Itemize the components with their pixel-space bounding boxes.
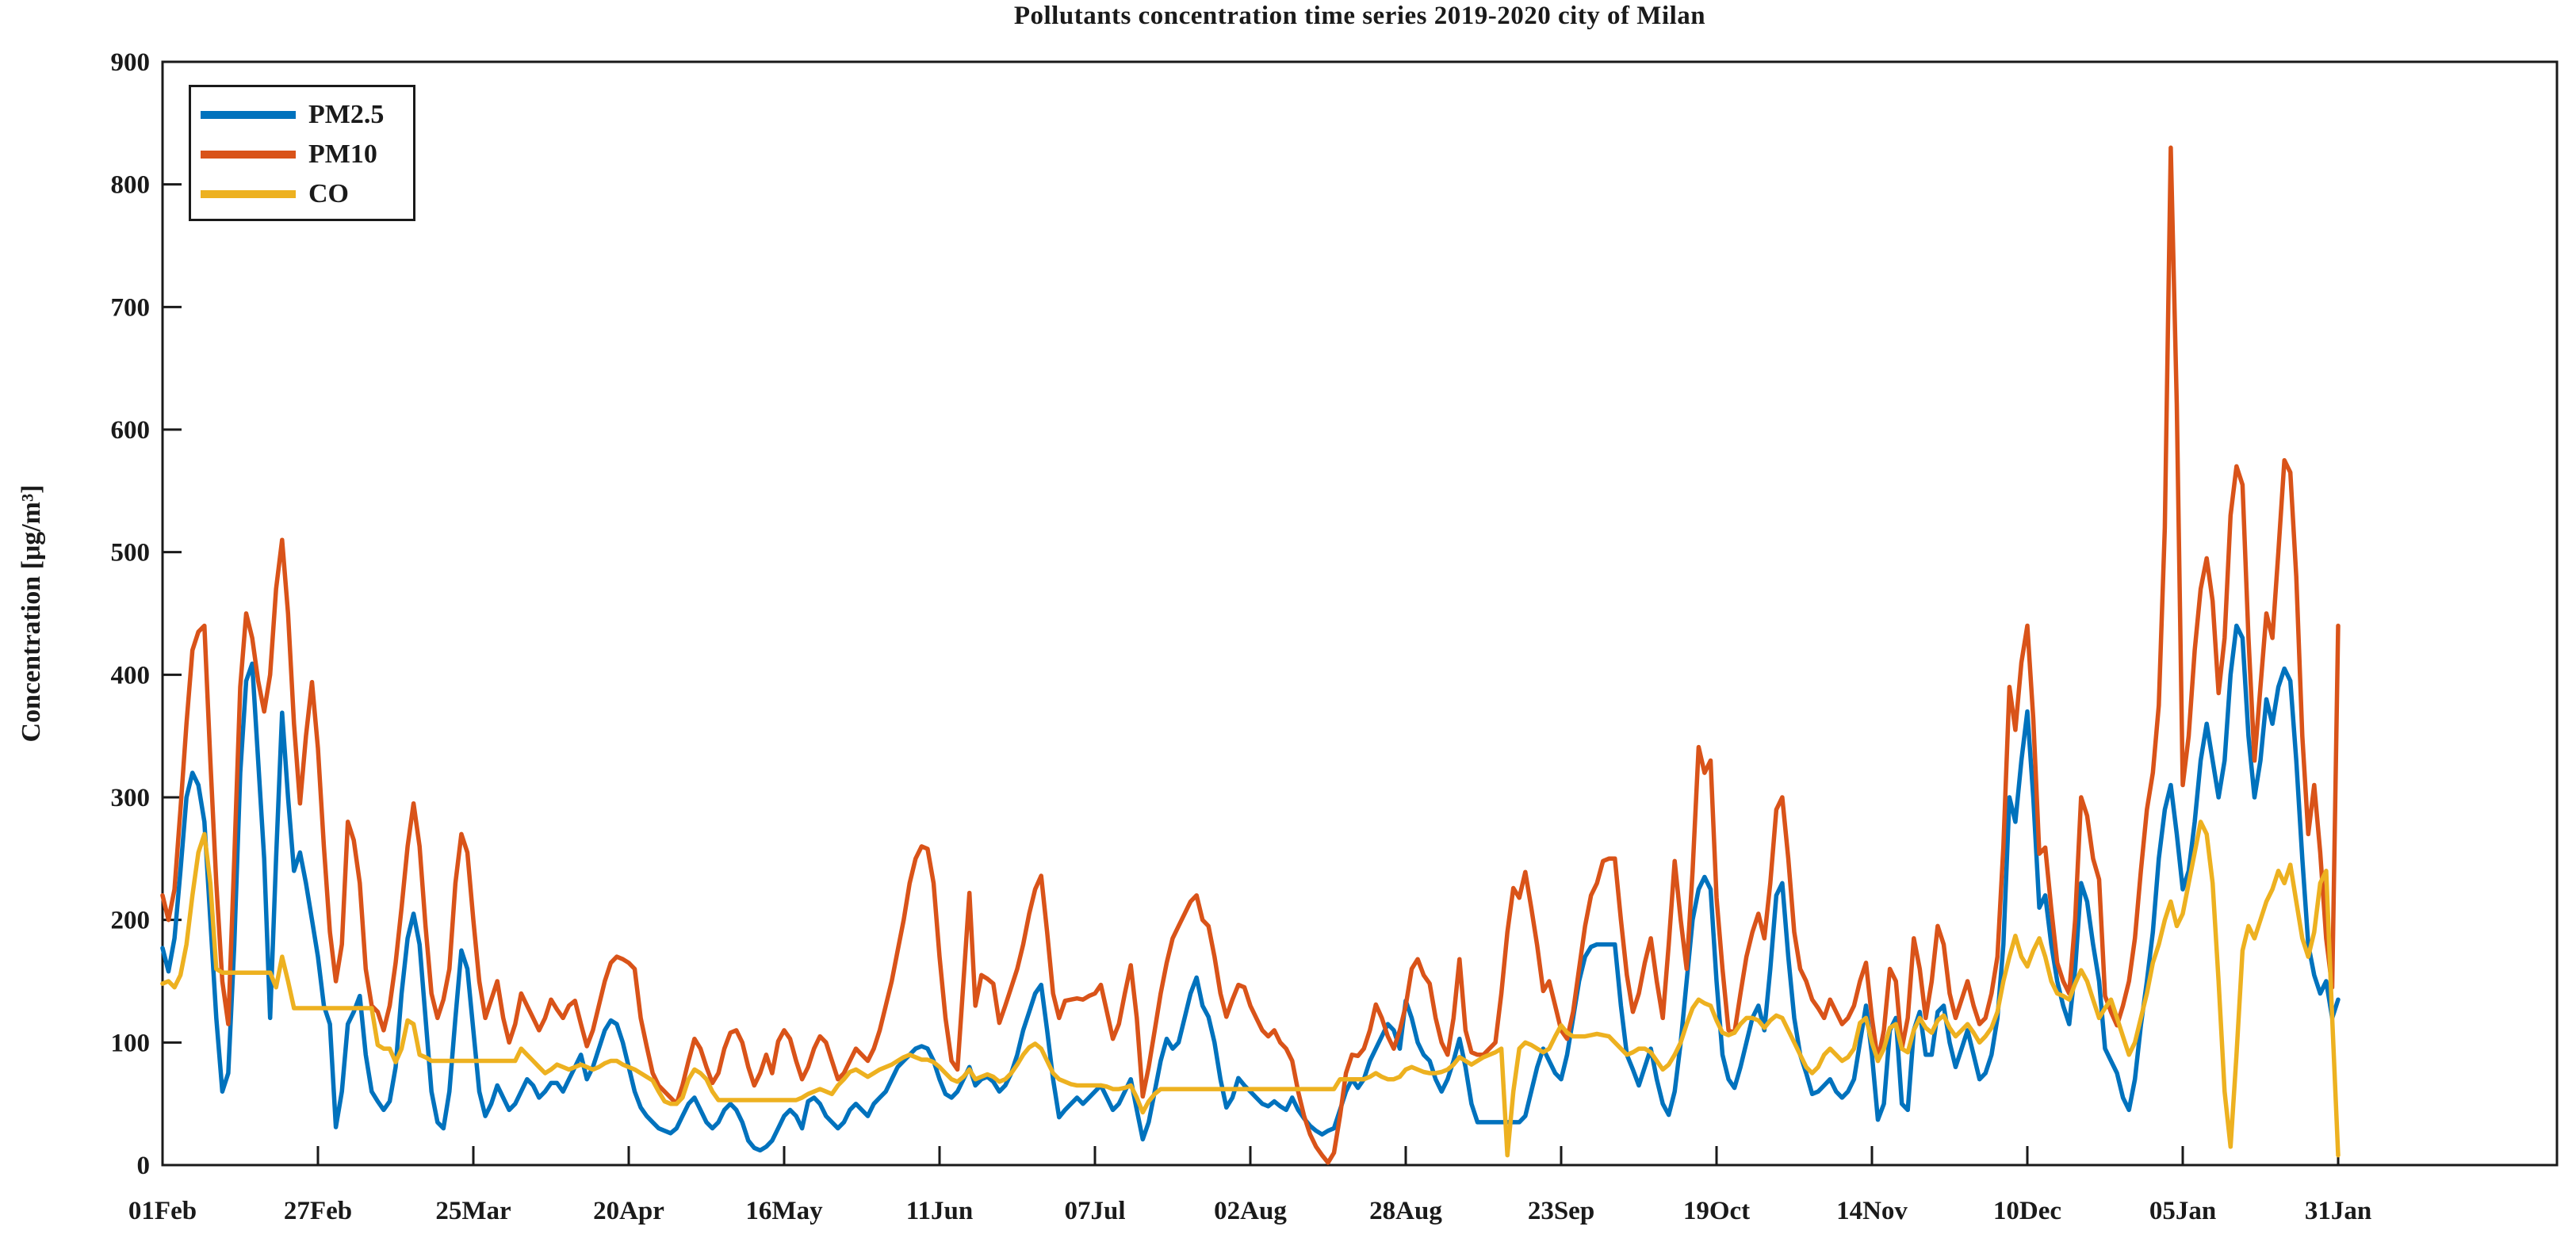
legend: PM2.5 PM10 CO: [189, 85, 415, 221]
x-tick-label: 27Feb: [284, 1197, 352, 1225]
y-tick-label: 500: [111, 539, 151, 567]
chart-title: Pollutants concentration time series 201…: [1013, 2, 1706, 30]
series-line-pm25: [160, 623, 2341, 1153]
legend-label-co: CO: [308, 179, 349, 208]
legend-label-pm25: PM2.5: [308, 100, 385, 129]
x-tick-label: 16May: [745, 1197, 823, 1225]
series-line-pm10: [160, 145, 2341, 1165]
x-tick-label: 11Jun: [906, 1197, 973, 1225]
x-tick-label: 28Aug: [1369, 1197, 1442, 1225]
axes-box: [161, 60, 2559, 1167]
x-tick-label: 10Dec: [1993, 1197, 2061, 1225]
co-line-swatch-icon: [201, 190, 296, 198]
y-tick-label: 700: [111, 293, 151, 322]
y-tick-label: 0: [137, 1152, 151, 1180]
y-tick-label: 600: [111, 416, 151, 445]
series-line-co: [160, 820, 2341, 1158]
x-tick-label: 14Nov: [1836, 1197, 1908, 1225]
legend-label-pm10: PM10: [308, 139, 377, 169]
y-tick-label: 900: [111, 48, 151, 77]
x-tick-label: 20Apr: [593, 1197, 664, 1225]
pm10-line-swatch-icon: [201, 151, 296, 159]
x-tick-label: 25Mar: [435, 1197, 511, 1225]
x-tick-label: 23Sep: [1528, 1197, 1594, 1225]
legend-item-pm25: PM2.5: [191, 95, 413, 135]
x-tick-label: 31Jan: [2305, 1197, 2371, 1225]
x-tick-label: 19Oct: [1683, 1197, 1750, 1225]
y-tick-label: 300: [111, 784, 151, 812]
legend-item-co: CO: [191, 174, 413, 214]
y-axis-label: Concentration [μg/m³]: [17, 484, 46, 743]
legend-item-pm10: PM10: [191, 135, 413, 174]
x-tick-label: 01Feb: [128, 1197, 197, 1225]
y-tick-label: 200: [111, 907, 151, 935]
y-tick-label: 400: [111, 661, 151, 690]
y-tick-label: 800: [111, 171, 151, 200]
x-tick-label: 07Jul: [1064, 1197, 1125, 1225]
x-tick-label: 05Jan: [2149, 1197, 2216, 1225]
pm25-line-swatch-icon: [201, 111, 296, 119]
x-tick-label: 02Aug: [1214, 1197, 1287, 1225]
y-tick-label: 100: [111, 1029, 151, 1057]
